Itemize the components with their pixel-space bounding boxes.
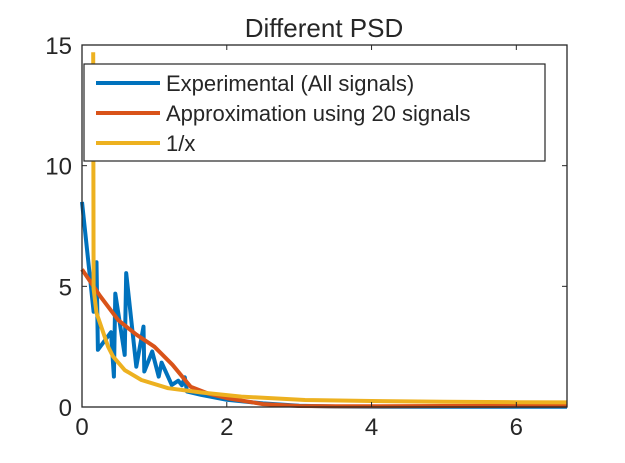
axis-ticks: 0 2 4 6 0 5 10 15 [45,33,567,441]
x-tick-label: 0 [75,414,88,441]
y-tick-label: 0 [59,395,72,422]
series-line-0 [80,201,567,409]
y-tick-label: 10 [45,154,72,181]
legend-label-0: Experimental (All signals) [166,71,414,96]
x-tick-label: 4 [365,414,378,441]
legend-label-2: 1/x [166,131,195,156]
legend-box [83,63,546,162]
series-line-2 [91,52,568,405]
x-tick-label: 2 [220,414,233,441]
legend: Experimental (All signals) Approximation … [83,63,546,162]
series-lines [80,52,568,409]
chart-title: Different PSD [245,13,403,43]
y-tick-label: 5 [59,274,72,301]
y-tick-label: 15 [45,33,72,60]
legend-label-1: Approximation using 20 signals [166,101,471,126]
x-tick-label: 6 [510,414,523,441]
plot-area-frame [81,44,568,408]
